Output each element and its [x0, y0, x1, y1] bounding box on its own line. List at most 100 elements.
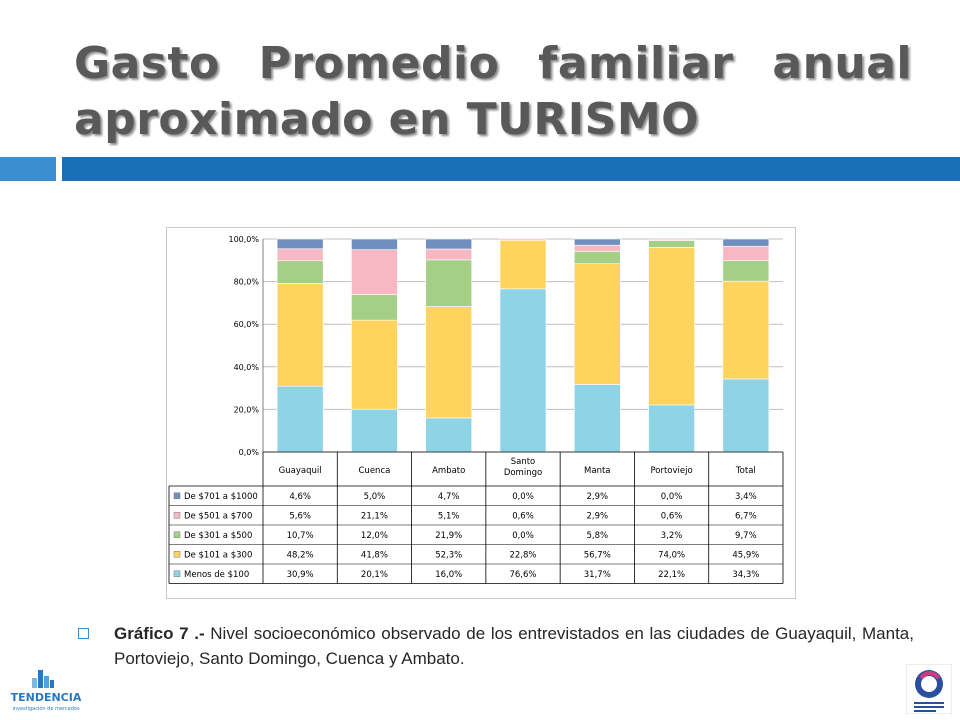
bar-segment: [276, 248, 324, 262]
bar-segment: [722, 378, 770, 453]
bar-segment: [648, 404, 695, 453]
logo-left-text: TENDENCIA: [11, 691, 82, 704]
data-table-cell: 21,9%: [435, 531, 462, 541]
data-table-cell: 16,0%: [435, 570, 462, 580]
logo-left-subtext: investigación de mercados: [12, 705, 80, 712]
y-tick-label: 20,0%: [234, 405, 260, 414]
x-category-label: Portoviejo: [650, 466, 692, 476]
data-table-cell: 74,0%: [658, 550, 685, 560]
x-category-label: Manta: [584, 466, 610, 476]
bar-segment: [573, 251, 621, 265]
data-table-cell: 9,7%: [735, 531, 757, 541]
bar-segment: [722, 280, 770, 380]
caption-bold: Gráfico 7 .-: [114, 624, 205, 643]
x-category-label: Total: [735, 466, 756, 476]
bar-segment: [425, 238, 473, 250]
legend-swatch: [173, 531, 181, 538]
bullet-icon: [78, 628, 89, 639]
data-table-cell: 12,0%: [361, 531, 388, 541]
data-table-cell: 21,1%: [361, 511, 388, 521]
bar-segment: [351, 294, 398, 321]
caption-text: Nivel socioeconómico observado de los en…: [114, 624, 914, 668]
header-accent-bar: [0, 157, 56, 181]
x-category-label: Guayaquil: [279, 466, 322, 476]
data-table-cell: 4,7%: [438, 492, 460, 502]
bar-segment: [573, 263, 621, 385]
data-table-cell: 56,7%: [584, 550, 611, 560]
data-table-cell: 20,1%: [361, 570, 388, 580]
data-table-cell: 30,9%: [287, 570, 314, 580]
header-bar: [62, 157, 960, 181]
data-table-cell: 0,0%: [661, 492, 683, 502]
bar-segment: [722, 245, 770, 261]
legend-label: De $301 a $500: [184, 531, 252, 541]
data-table-cell: 45,9%: [732, 550, 759, 560]
legend-label: De $701 a $1000: [184, 492, 258, 502]
stacked-bar-chart: 0,0% 20,0% 40,0% 60,0% 80,0% 100,0% Guayaquil C…: [168, 235, 784, 584]
data-table-cell: 10,7%: [287, 531, 314, 541]
data-table-cell: 41,8%: [361, 550, 388, 560]
slide-title: Gasto Promedio familiar anual aproximado…: [74, 38, 912, 145]
bar-segment: [499, 288, 547, 453]
data-table-cell: 22,1%: [658, 570, 685, 580]
bar-segment: [276, 260, 324, 284]
x-category-label: Cuenca: [359, 466, 391, 476]
bar-segment: [722, 260, 770, 282]
y-tick-label: 80,0%: [234, 278, 260, 287]
bar-segment: [351, 249, 398, 295]
bar-segment: [573, 238, 621, 246]
data-table-cell: 48,2%: [287, 550, 314, 560]
bar-segment: [499, 238, 547, 241]
legend-label: De $101 a $300: [184, 550, 252, 560]
data-table-cell: 4,6%: [289, 492, 311, 502]
bar-segment: [425, 417, 473, 453]
data-table-cell: 31,7%: [584, 570, 611, 580]
y-tick-label: 40,0%: [234, 363, 260, 372]
bar-segment: [351, 238, 398, 250]
bar-segment: [648, 247, 695, 406]
data-table-cell: 5,0%: [364, 492, 386, 502]
data-table-cell: 52,3%: [435, 550, 462, 560]
legend-swatch: [173, 492, 181, 499]
y-tick-label: 0,0%: [239, 448, 260, 457]
bar-segment: [573, 384, 621, 453]
data-table-cell: 22,8%: [509, 550, 536, 560]
data-table-cell: 3,2%: [661, 531, 683, 541]
data-table-cell: 3,4%: [735, 492, 757, 502]
bar-segment: [276, 385, 324, 453]
bar-segment: [425, 248, 473, 261]
chart-frame: 0,0% 20,0% 40,0% 60,0% 80,0% 100,0% Guayaquil C…: [166, 227, 796, 599]
bar-segment: [425, 259, 473, 307]
bar-segment: [425, 306, 473, 419]
data-table-cell: 76,6%: [509, 570, 536, 580]
data-table-cell: 2,9%: [586, 492, 608, 502]
bar-segment: [499, 239, 547, 290]
tourism-logo: [906, 664, 952, 714]
legend-swatch: [173, 551, 181, 558]
data-table-cell: 2,9%: [586, 511, 608, 521]
y-tick-label: 60,0%: [234, 320, 260, 329]
bar-segment: [648, 240, 695, 248]
legend-label: Menos de $100: [184, 570, 249, 580]
bar-segment: [276, 283, 324, 387]
data-table-cell: 34,3%: [732, 570, 759, 580]
bar-segment: [351, 408, 398, 453]
x-category-label: Ambato: [432, 466, 465, 476]
data-table-cell: 0,6%: [512, 511, 534, 521]
bar-segment: [722, 238, 770, 247]
data-table-cell: 6,7%: [735, 511, 757, 521]
data-table-cell: 0,0%: [512, 492, 534, 502]
legend-label: De $501 a $700: [184, 511, 252, 521]
data-table-cell: 5,6%: [289, 511, 311, 521]
data-table-cell: 5,8%: [586, 531, 608, 541]
legend-swatch: [173, 570, 181, 577]
legend-swatch: [173, 512, 181, 519]
data-table-cell: 5,1%: [438, 511, 460, 521]
bar-segment: [648, 238, 695, 241]
bar-segment: [276, 238, 324, 250]
data-table-cell: 0,6%: [661, 511, 683, 521]
tendencia-logo: TENDENCIA investigación de mercados: [11, 670, 82, 712]
data-table-cell: 0,0%: [512, 531, 534, 541]
chart-caption: Gráfico 7 .- Nivel socioeconómico observ…: [114, 621, 914, 671]
bar-segment: [351, 319, 398, 410]
